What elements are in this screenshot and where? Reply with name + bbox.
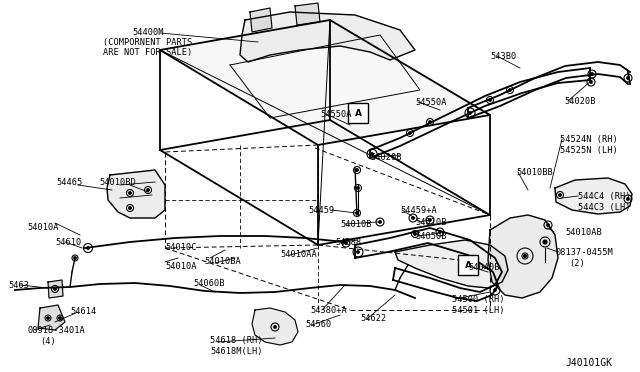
- Text: 54010AB: 54010AB: [565, 228, 602, 237]
- Text: 54525N (LH): 54525N (LH): [560, 146, 618, 155]
- Polygon shape: [107, 170, 165, 218]
- Text: 54060B: 54060B: [193, 279, 225, 288]
- Polygon shape: [395, 240, 508, 288]
- Circle shape: [54, 288, 56, 290]
- Circle shape: [559, 194, 561, 196]
- Circle shape: [489, 99, 492, 101]
- Circle shape: [47, 317, 49, 319]
- Polygon shape: [295, 3, 320, 25]
- Text: 543B0: 543B0: [490, 52, 516, 61]
- Text: 54588: 54588: [335, 238, 361, 247]
- Circle shape: [524, 255, 526, 257]
- FancyBboxPatch shape: [348, 103, 368, 123]
- Circle shape: [371, 153, 373, 155]
- Circle shape: [274, 326, 276, 328]
- Text: (4): (4): [40, 337, 56, 346]
- Text: 54610: 54610: [55, 238, 81, 247]
- Text: 54501 (LH): 54501 (LH): [452, 306, 504, 315]
- Text: ARE NOT FOR SALE): ARE NOT FOR SALE): [104, 48, 193, 57]
- Polygon shape: [38, 305, 65, 330]
- Text: (2): (2): [569, 259, 585, 268]
- Text: 54459+A: 54459+A: [400, 206, 436, 215]
- Text: 54010AA: 54010AA: [280, 250, 317, 259]
- Circle shape: [356, 212, 358, 214]
- Text: 54010BB: 54010BB: [516, 168, 553, 177]
- Polygon shape: [488, 215, 558, 298]
- Circle shape: [544, 241, 546, 243]
- Circle shape: [429, 121, 431, 123]
- Circle shape: [468, 112, 471, 114]
- Circle shape: [547, 224, 549, 226]
- Text: 54020B: 54020B: [564, 97, 595, 106]
- Text: 54400M: 54400M: [132, 28, 164, 37]
- Text: 5463: 5463: [8, 281, 29, 290]
- Circle shape: [524, 255, 526, 257]
- Circle shape: [429, 219, 431, 221]
- Circle shape: [590, 81, 592, 83]
- Circle shape: [357, 251, 359, 253]
- Text: 54618 (RH): 54618 (RH): [210, 336, 262, 345]
- Circle shape: [74, 257, 76, 259]
- Polygon shape: [555, 178, 632, 214]
- Circle shape: [59, 317, 61, 319]
- Circle shape: [129, 192, 131, 194]
- Circle shape: [345, 242, 347, 244]
- Text: 54050B: 54050B: [415, 232, 447, 241]
- Text: J40101GK: J40101GK: [565, 358, 612, 368]
- Text: 54459: 54459: [308, 206, 335, 215]
- Circle shape: [414, 233, 416, 235]
- Text: 08137-0455M: 08137-0455M: [556, 248, 614, 257]
- Text: 54500 (RH): 54500 (RH): [452, 295, 504, 304]
- Polygon shape: [250, 8, 272, 32]
- Text: 54622: 54622: [360, 314, 387, 323]
- Text: 54010BA: 54010BA: [204, 257, 241, 266]
- Text: 544C4 (RH): 544C4 (RH): [578, 192, 630, 201]
- Polygon shape: [252, 308, 298, 345]
- Text: 54618M(LH): 54618M(LH): [210, 347, 262, 356]
- Text: 54465: 54465: [57, 178, 83, 187]
- Circle shape: [409, 132, 412, 134]
- Text: (COMPORNENT PARTS: (COMPORNENT PARTS: [104, 38, 193, 47]
- Text: 54524N (RH): 54524N (RH): [560, 135, 618, 144]
- Text: 54380+A: 54380+A: [310, 306, 347, 315]
- Circle shape: [379, 221, 381, 223]
- Circle shape: [147, 189, 149, 191]
- Text: 54010B: 54010B: [340, 220, 371, 229]
- Circle shape: [412, 217, 414, 219]
- Circle shape: [357, 187, 359, 189]
- Text: 54010A: 54010A: [165, 262, 196, 271]
- Circle shape: [591, 73, 593, 75]
- Circle shape: [87, 247, 89, 249]
- Text: 54560: 54560: [305, 320, 332, 329]
- Text: A: A: [355, 109, 362, 118]
- Text: 54550A: 54550A: [415, 98, 447, 107]
- Text: 54614: 54614: [70, 307, 96, 316]
- FancyBboxPatch shape: [458, 255, 478, 275]
- Circle shape: [627, 198, 629, 200]
- Circle shape: [494, 289, 496, 291]
- Text: 54010BD: 54010BD: [100, 178, 136, 187]
- Text: 54010A: 54010A: [27, 223, 58, 232]
- Polygon shape: [160, 20, 490, 145]
- Polygon shape: [240, 12, 415, 62]
- Text: A: A: [465, 260, 472, 269]
- Circle shape: [627, 77, 629, 79]
- Circle shape: [544, 241, 546, 243]
- Circle shape: [129, 207, 131, 209]
- Circle shape: [439, 231, 441, 233]
- Text: 54010B: 54010B: [415, 218, 447, 227]
- Text: 544C3 (LH): 544C3 (LH): [578, 203, 630, 212]
- Text: 08918-3401A: 08918-3401A: [27, 326, 84, 335]
- Circle shape: [356, 169, 358, 171]
- Text: 54040B: 54040B: [468, 263, 499, 272]
- Text: 54010C: 54010C: [165, 243, 196, 252]
- Text: 54550A: 54550A: [320, 110, 351, 119]
- Text: 54020B: 54020B: [370, 153, 401, 162]
- Polygon shape: [48, 280, 63, 298]
- Circle shape: [509, 89, 511, 91]
